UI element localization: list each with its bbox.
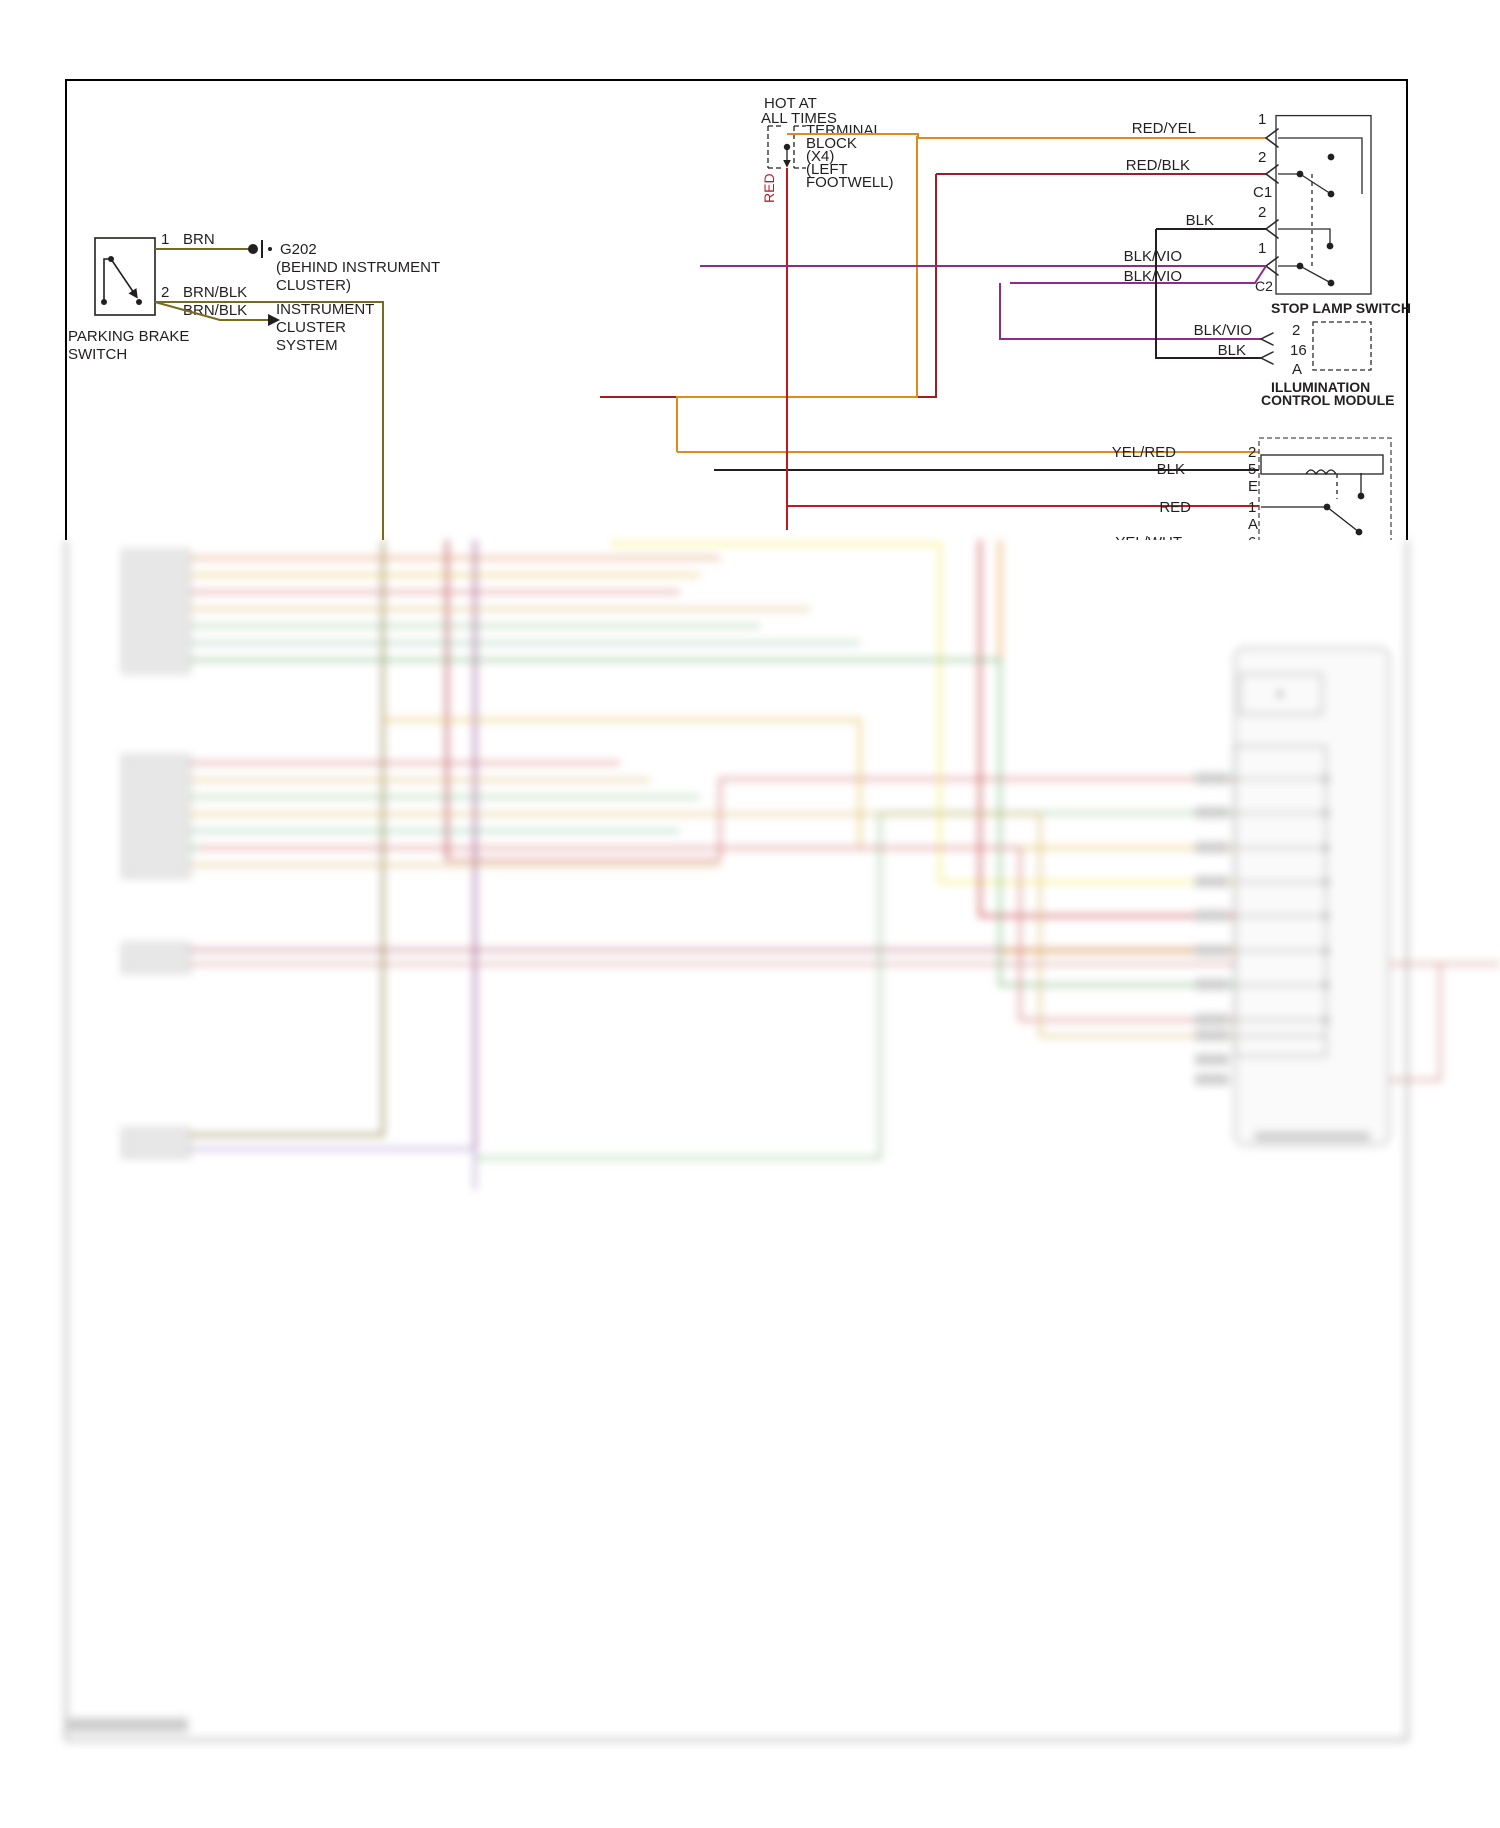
svg-text:2: 2 [1258, 204, 1266, 221]
svg-text:BLK: BLK [1157, 461, 1185, 478]
svg-text:SWITCH: SWITCH [68, 346, 127, 363]
svg-text:2: 2 [1248, 444, 1256, 461]
svg-text:YEL/RED: YEL/RED [1112, 444, 1176, 461]
svg-text:C2: C2 [1255, 278, 1273, 294]
svg-text:A: A [1292, 361, 1302, 378]
svg-text:2: 2 [1292, 322, 1300, 339]
svg-text:2: 2 [161, 284, 169, 301]
svg-text:1: 1 [1258, 240, 1266, 257]
svg-text:BLK/VIO: BLK/VIO [1124, 248, 1182, 265]
svg-text:PARKING BRAKE: PARKING BRAKE [68, 328, 189, 345]
svg-text:RED: RED [761, 173, 777, 203]
svg-text:BLK: BLK [1218, 342, 1246, 359]
svg-text:BLK: BLK [1186, 212, 1214, 229]
svg-text:A: A [1248, 516, 1258, 533]
svg-text:BRN/BLK: BRN/BLK [183, 284, 247, 301]
svg-text:2: 2 [1258, 149, 1266, 166]
svg-text:BLK/VIO: BLK/VIO [1124, 268, 1182, 285]
svg-text:RED/YEL: RED/YEL [1132, 120, 1196, 137]
svg-text:INSTRUMENT: INSTRUMENT [276, 301, 374, 318]
svg-text:RED: RED [1159, 499, 1191, 516]
svg-text:BRN: BRN [183, 231, 215, 248]
svg-text:STOP LAMP SWITCH: STOP LAMP SWITCH [1271, 300, 1411, 316]
svg-text:1: 1 [161, 231, 169, 248]
svg-text:BLK/VIO: BLK/VIO [1194, 322, 1252, 339]
svg-text:RED/BLK: RED/BLK [1126, 157, 1190, 174]
svg-text:1: 1 [1248, 499, 1256, 516]
svg-text:G202: G202 [280, 241, 317, 258]
svg-text:FOOTWELL): FOOTWELL) [806, 174, 894, 191]
svg-text:1: 1 [1258, 111, 1266, 128]
svg-text:(BEHIND INSTRUMENT: (BEHIND INSTRUMENT [276, 259, 440, 276]
svg-text:CLUSTER): CLUSTER) [276, 277, 351, 294]
svg-text:C1: C1 [1253, 184, 1272, 201]
svg-text:E: E [1248, 478, 1258, 495]
svg-text:5: 5 [1248, 461, 1256, 478]
svg-text:BRN/BLK: BRN/BLK [183, 302, 247, 319]
svg-text:CONTROL MODULE: CONTROL MODULE [1261, 392, 1395, 408]
svg-text:SYSTEM: SYSTEM [276, 337, 338, 354]
svg-text:CLUSTER: CLUSTER [276, 319, 346, 336]
svg-text:16: 16 [1290, 342, 1307, 359]
